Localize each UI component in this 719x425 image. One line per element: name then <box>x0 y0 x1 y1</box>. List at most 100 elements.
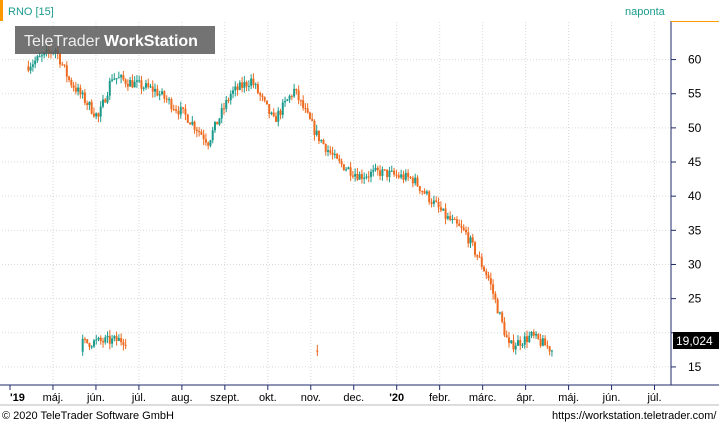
candle-body <box>322 140 325 145</box>
y-tick-label: 15 <box>688 360 702 374</box>
candle-body <box>315 130 318 135</box>
candle-body <box>149 86 152 88</box>
candle-body <box>485 271 488 276</box>
candle-body <box>252 78 255 85</box>
candle-body <box>376 167 379 171</box>
x-tick-label: '19 <box>10 392 25 404</box>
candle-body <box>372 169 375 172</box>
candle-body <box>537 333 540 339</box>
candle-body <box>395 174 398 176</box>
candle-body <box>360 174 363 179</box>
candle-body <box>111 79 114 81</box>
candle-body <box>418 186 421 191</box>
candle-body <box>179 107 182 115</box>
candle-body <box>68 76 71 80</box>
candle-body <box>140 80 143 89</box>
candle-body <box>222 108 225 110</box>
candle-body <box>338 158 341 161</box>
candle-body <box>211 130 214 141</box>
candle-body <box>86 103 89 106</box>
candle-body <box>428 191 431 203</box>
candle-body <box>38 56 41 58</box>
candle-body <box>494 293 497 300</box>
x-tick-label: júl. <box>646 392 661 404</box>
candle-body <box>238 82 241 90</box>
candle-body <box>115 336 118 341</box>
candle-body <box>423 191 426 194</box>
candle-body <box>455 219 458 224</box>
candle-body <box>480 257 483 267</box>
candle-body <box>320 140 323 142</box>
x-tick-label: febr. <box>429 392 450 404</box>
candle-body <box>442 208 445 211</box>
candle-body <box>189 122 192 125</box>
candle-body <box>77 87 80 92</box>
y-axis-ticks: 15 25 30 35 40 45 50 55 60 <box>671 53 702 374</box>
candle-body <box>147 83 150 87</box>
candle-body <box>530 331 533 336</box>
candle-body <box>308 112 311 119</box>
candle-body <box>386 169 389 178</box>
candle-body <box>256 84 259 94</box>
candle-body <box>63 64 66 66</box>
candle-body <box>390 170 393 172</box>
candle-body <box>503 321 506 336</box>
candle-body <box>184 108 187 115</box>
candle-body <box>402 174 405 180</box>
candle-body <box>168 99 171 101</box>
candle-body <box>243 82 246 88</box>
candle-body <box>316 350 319 352</box>
candle-body <box>117 338 120 341</box>
candle-body <box>81 338 84 352</box>
last-price-box <box>673 332 719 349</box>
candle-body <box>259 93 262 96</box>
candle-body <box>229 93 232 101</box>
x-tick-label: '20 <box>389 392 404 404</box>
candle-body <box>541 338 544 346</box>
candle-body <box>388 170 391 178</box>
candle-body <box>516 340 519 346</box>
chart-period-label: naponta <box>625 6 666 18</box>
candle-body <box>381 169 384 176</box>
candle-body <box>550 350 553 352</box>
candle-body <box>437 201 440 208</box>
candle-body <box>449 216 452 221</box>
candle-body <box>281 102 284 115</box>
candle-body <box>324 144 327 152</box>
candle-body <box>548 346 551 352</box>
candle-body <box>99 337 102 342</box>
candle-body <box>464 229 467 233</box>
candle-body <box>286 99 289 101</box>
candle-body <box>170 99 173 110</box>
candle-body <box>74 87 77 92</box>
candle-body <box>539 338 542 346</box>
last-price-marker: 19,024 <box>673 332 719 349</box>
candle-body <box>327 150 330 152</box>
candle-body <box>507 337 510 343</box>
candle-body <box>496 299 499 314</box>
candle-body <box>97 337 100 340</box>
footer-url: https://workstation.teletrader.com/ <box>552 410 717 422</box>
candle-body <box>92 340 95 347</box>
candle-body <box>88 343 91 347</box>
candle-body <box>317 130 320 142</box>
candle-body <box>512 340 515 350</box>
watermark-background <box>15 26 215 54</box>
candle-body <box>414 177 417 184</box>
chart-symbol-label: RNO [15] <box>8 6 54 18</box>
candle-body <box>175 109 178 111</box>
candle-body <box>336 153 339 159</box>
candle-body <box>247 85 250 87</box>
candle-body <box>483 266 486 272</box>
candle-body <box>40 55 43 57</box>
x-tick-label: jún. <box>86 392 105 404</box>
candle-body <box>142 87 145 89</box>
candle-body <box>263 97 266 101</box>
candle-body <box>295 88 298 91</box>
candle-body <box>106 335 109 338</box>
candle-body <box>138 80 141 82</box>
candle-body <box>400 174 403 178</box>
candle-body <box>124 344 127 346</box>
candle-body <box>225 99 228 109</box>
watermark-brand-bold: WorkStation <box>104 33 198 50</box>
